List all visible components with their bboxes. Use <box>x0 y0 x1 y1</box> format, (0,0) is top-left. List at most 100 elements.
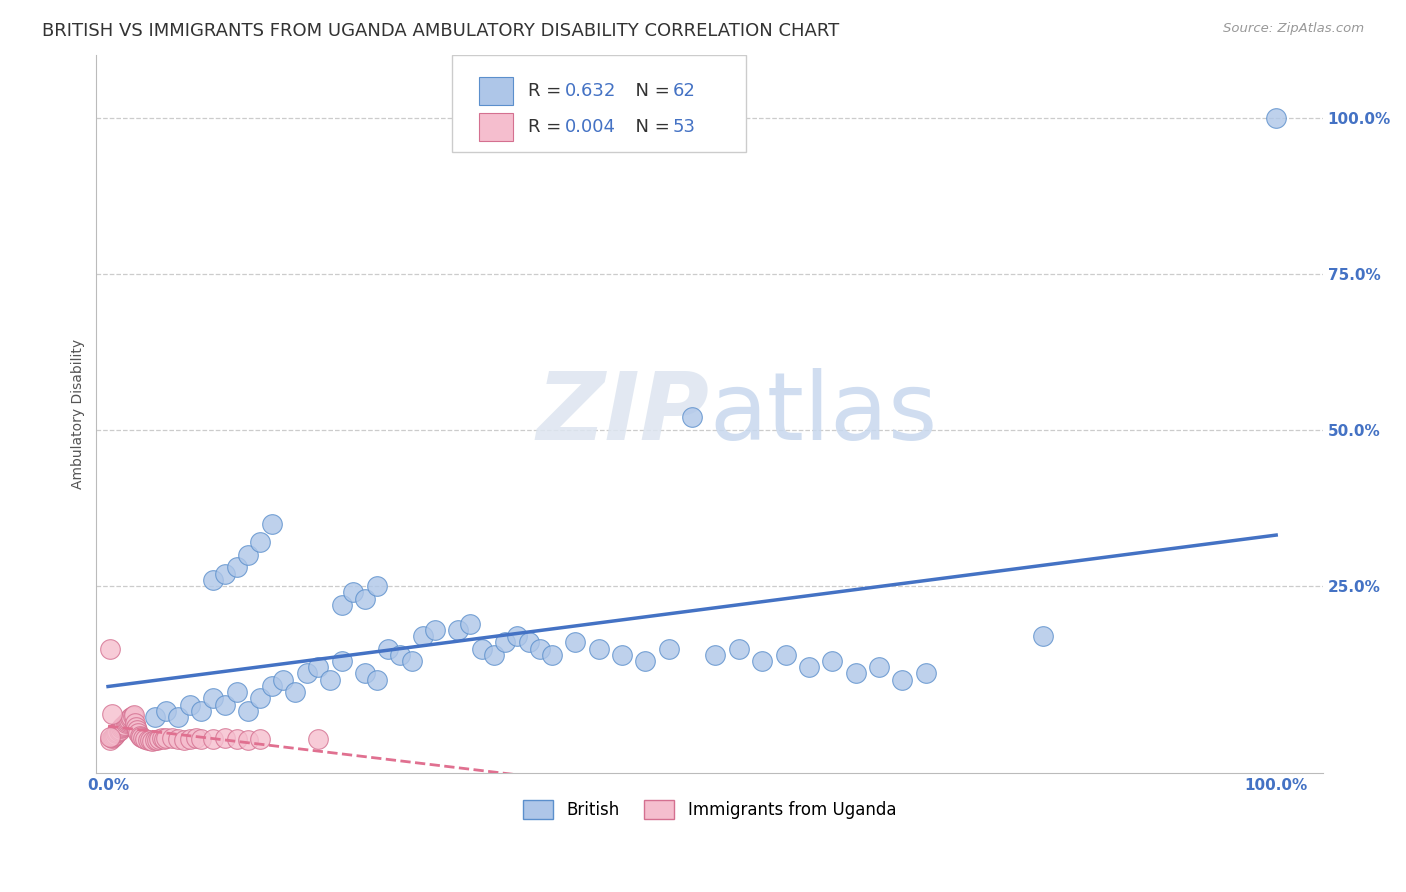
Point <box>150 731 173 746</box>
Point <box>167 732 190 747</box>
Point <box>100 731 122 746</box>
Point <box>284 685 307 699</box>
Point <box>529 641 551 656</box>
Point <box>105 725 128 739</box>
Point <box>98 732 121 747</box>
Point <box>153 732 176 747</box>
Point <box>238 732 260 747</box>
Point <box>120 711 142 725</box>
Point <box>214 566 236 581</box>
Point <box>107 723 129 738</box>
Point <box>214 731 236 746</box>
Point <box>136 732 159 747</box>
Y-axis label: Ambulatory Disability: Ambulatory Disability <box>72 339 86 490</box>
Point <box>307 660 329 674</box>
Point <box>143 710 166 724</box>
Point <box>155 731 177 745</box>
Point <box>1031 629 1053 643</box>
Point <box>330 598 353 612</box>
Text: ZIP: ZIP <box>537 368 710 460</box>
Text: 53: 53 <box>673 118 696 136</box>
Point <box>134 732 156 747</box>
Point <box>389 648 412 662</box>
Point <box>238 548 260 562</box>
Point <box>704 648 727 662</box>
Point <box>120 710 142 724</box>
Point <box>914 666 936 681</box>
Legend: British, Immigrants from Uganda: British, Immigrants from Uganda <box>516 794 903 826</box>
Point <box>121 709 143 723</box>
Point <box>366 673 388 687</box>
Point <box>162 731 184 746</box>
Point <box>821 654 844 668</box>
Point <box>681 410 703 425</box>
Point <box>458 616 481 631</box>
Point <box>775 648 797 662</box>
Text: 0.632: 0.632 <box>565 82 616 100</box>
Point <box>202 732 225 747</box>
Point <box>423 623 446 637</box>
Point <box>214 698 236 712</box>
Point <box>105 726 128 740</box>
Text: 62: 62 <box>673 82 696 100</box>
Point <box>354 666 377 681</box>
Point <box>845 666 868 681</box>
Point <box>260 516 283 531</box>
Point <box>238 704 260 718</box>
Point <box>225 560 247 574</box>
Point <box>114 716 136 731</box>
Text: R =: R = <box>529 82 567 100</box>
Point <box>307 732 329 747</box>
Point <box>104 728 127 742</box>
Point <box>1265 111 1288 125</box>
Point <box>202 691 225 706</box>
FancyBboxPatch shape <box>453 55 747 153</box>
Point <box>377 641 399 656</box>
Point <box>118 713 141 727</box>
Point <box>117 714 139 728</box>
Point <box>132 731 155 746</box>
Text: Source: ZipAtlas.com: Source: ZipAtlas.com <box>1223 22 1364 36</box>
Point <box>271 673 294 687</box>
Point <box>179 698 201 712</box>
Point <box>401 654 423 668</box>
Point <box>101 730 124 744</box>
Point <box>494 635 516 649</box>
Point <box>98 730 121 744</box>
Point <box>564 635 586 649</box>
Point <box>115 715 138 730</box>
Point <box>125 720 148 734</box>
Text: R =: R = <box>529 118 567 136</box>
Point <box>190 732 212 747</box>
Point <box>98 641 121 656</box>
Point <box>120 716 142 731</box>
Point <box>366 579 388 593</box>
Point <box>342 585 364 599</box>
Point <box>108 723 131 737</box>
Point <box>260 679 283 693</box>
Point <box>891 673 914 687</box>
Point <box>330 654 353 668</box>
Point <box>658 641 681 656</box>
Point <box>506 629 529 643</box>
Point <box>634 654 657 668</box>
Point <box>103 729 125 743</box>
Point <box>588 641 610 656</box>
Point <box>751 654 773 668</box>
Point <box>447 623 470 637</box>
Point <box>139 733 162 747</box>
Text: BRITISH VS IMMIGRANTS FROM UGANDA AMBULATORY DISABILITY CORRELATION CHART: BRITISH VS IMMIGRANTS FROM UGANDA AMBULA… <box>42 22 839 40</box>
Point <box>319 673 342 687</box>
Point <box>111 720 134 734</box>
Point <box>202 573 225 587</box>
Point <box>541 648 564 662</box>
Point <box>122 707 145 722</box>
Point <box>354 591 377 606</box>
Point <box>471 641 494 656</box>
Point <box>610 648 633 662</box>
Point <box>412 629 434 643</box>
FancyBboxPatch shape <box>479 113 513 141</box>
Text: N =: N = <box>624 118 675 136</box>
Point <box>155 704 177 718</box>
Text: N =: N = <box>624 82 675 100</box>
